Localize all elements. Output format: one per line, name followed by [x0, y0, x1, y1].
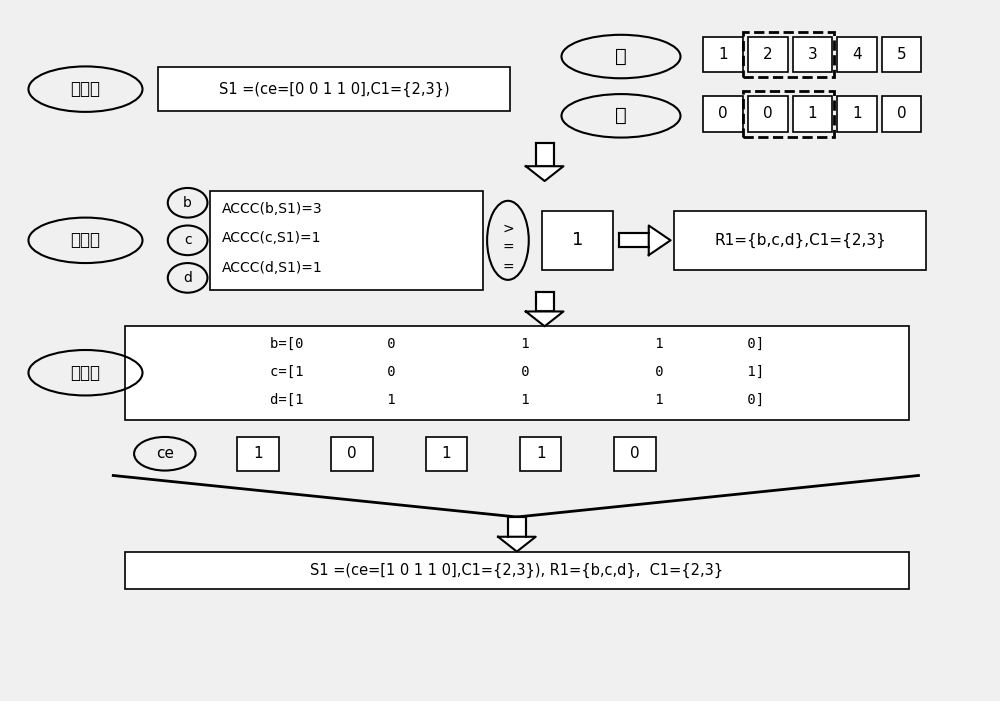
- Text: 值: 值: [615, 107, 627, 125]
- Text: 0: 0: [897, 107, 906, 121]
- FancyBboxPatch shape: [748, 96, 788, 132]
- Polygon shape: [649, 226, 671, 255]
- Text: 1: 1: [536, 447, 545, 461]
- Text: 4: 4: [852, 47, 862, 62]
- Text: 1: 1: [253, 447, 263, 461]
- Text: c=[1          0               0               0          1]: c=[1 0 0 0 1]: [270, 365, 764, 379]
- FancyBboxPatch shape: [542, 211, 613, 270]
- Polygon shape: [526, 166, 563, 181]
- Text: 1: 1: [572, 231, 583, 250]
- FancyBboxPatch shape: [536, 144, 554, 166]
- FancyBboxPatch shape: [536, 292, 554, 311]
- FancyBboxPatch shape: [882, 96, 921, 132]
- Text: 第二步: 第二步: [70, 231, 100, 250]
- FancyBboxPatch shape: [125, 326, 909, 420]
- Text: 3: 3: [808, 47, 817, 62]
- Text: 0: 0: [718, 107, 728, 121]
- Text: 1: 1: [718, 47, 728, 62]
- Text: 第三步: 第三步: [70, 364, 100, 382]
- Text: ACCC(b,S1)=3: ACCC(b,S1)=3: [222, 202, 323, 216]
- FancyBboxPatch shape: [619, 233, 649, 247]
- FancyBboxPatch shape: [837, 36, 877, 72]
- Text: 1: 1: [808, 107, 817, 121]
- Text: 5: 5: [897, 47, 906, 62]
- Text: 0: 0: [347, 447, 357, 461]
- Text: =: =: [502, 241, 514, 255]
- Text: d=[1          1               1               1          0]: d=[1 1 1 1 0]: [270, 393, 764, 407]
- Text: ACCC(d,S1)=1: ACCC(d,S1)=1: [222, 261, 323, 275]
- Text: S1 =(ce=[0 0 1 1 0],C1={2,3}): S1 =(ce=[0 0 1 1 0],C1={2,3}): [219, 81, 449, 97]
- Text: ACCC(c,S1)=1: ACCC(c,S1)=1: [222, 231, 322, 245]
- Text: d: d: [183, 271, 192, 285]
- Text: b: b: [183, 196, 192, 210]
- FancyBboxPatch shape: [837, 96, 877, 132]
- Text: 0: 0: [763, 107, 773, 121]
- FancyBboxPatch shape: [614, 437, 656, 470]
- Text: 1: 1: [442, 447, 451, 461]
- Text: S1 =(ce=[1 0 1 1 0],C1={2,3}), R1={b,c,d},  C1={2,3}: S1 =(ce=[1 0 1 1 0],C1={2,3}), R1={b,c,d…: [310, 563, 723, 578]
- FancyBboxPatch shape: [748, 36, 788, 72]
- Text: =: =: [502, 261, 514, 275]
- FancyBboxPatch shape: [520, 437, 561, 470]
- FancyBboxPatch shape: [793, 36, 832, 72]
- FancyBboxPatch shape: [508, 517, 526, 537]
- Text: >: >: [502, 222, 514, 236]
- FancyBboxPatch shape: [210, 191, 483, 290]
- FancyBboxPatch shape: [793, 96, 832, 132]
- FancyBboxPatch shape: [703, 36, 743, 72]
- Text: 第一步: 第一步: [70, 80, 100, 98]
- FancyBboxPatch shape: [158, 67, 510, 111]
- FancyBboxPatch shape: [125, 552, 909, 589]
- Polygon shape: [498, 537, 536, 552]
- FancyBboxPatch shape: [426, 437, 467, 470]
- FancyBboxPatch shape: [674, 211, 926, 270]
- Text: c: c: [184, 233, 191, 247]
- FancyBboxPatch shape: [882, 36, 921, 72]
- Text: 2: 2: [763, 47, 773, 62]
- FancyBboxPatch shape: [703, 96, 743, 132]
- Text: ce: ce: [156, 447, 174, 461]
- Text: b=[0          0               1               1          0]: b=[0 0 1 1 0]: [270, 337, 764, 351]
- Text: 0: 0: [630, 447, 640, 461]
- FancyBboxPatch shape: [331, 437, 373, 470]
- Text: 1: 1: [852, 107, 862, 121]
- Polygon shape: [526, 311, 563, 326]
- Text: R1={b,c,d},C1={2,3}: R1={b,c,d},C1={2,3}: [714, 233, 886, 248]
- FancyBboxPatch shape: [237, 437, 279, 470]
- Text: 列: 列: [615, 47, 627, 66]
